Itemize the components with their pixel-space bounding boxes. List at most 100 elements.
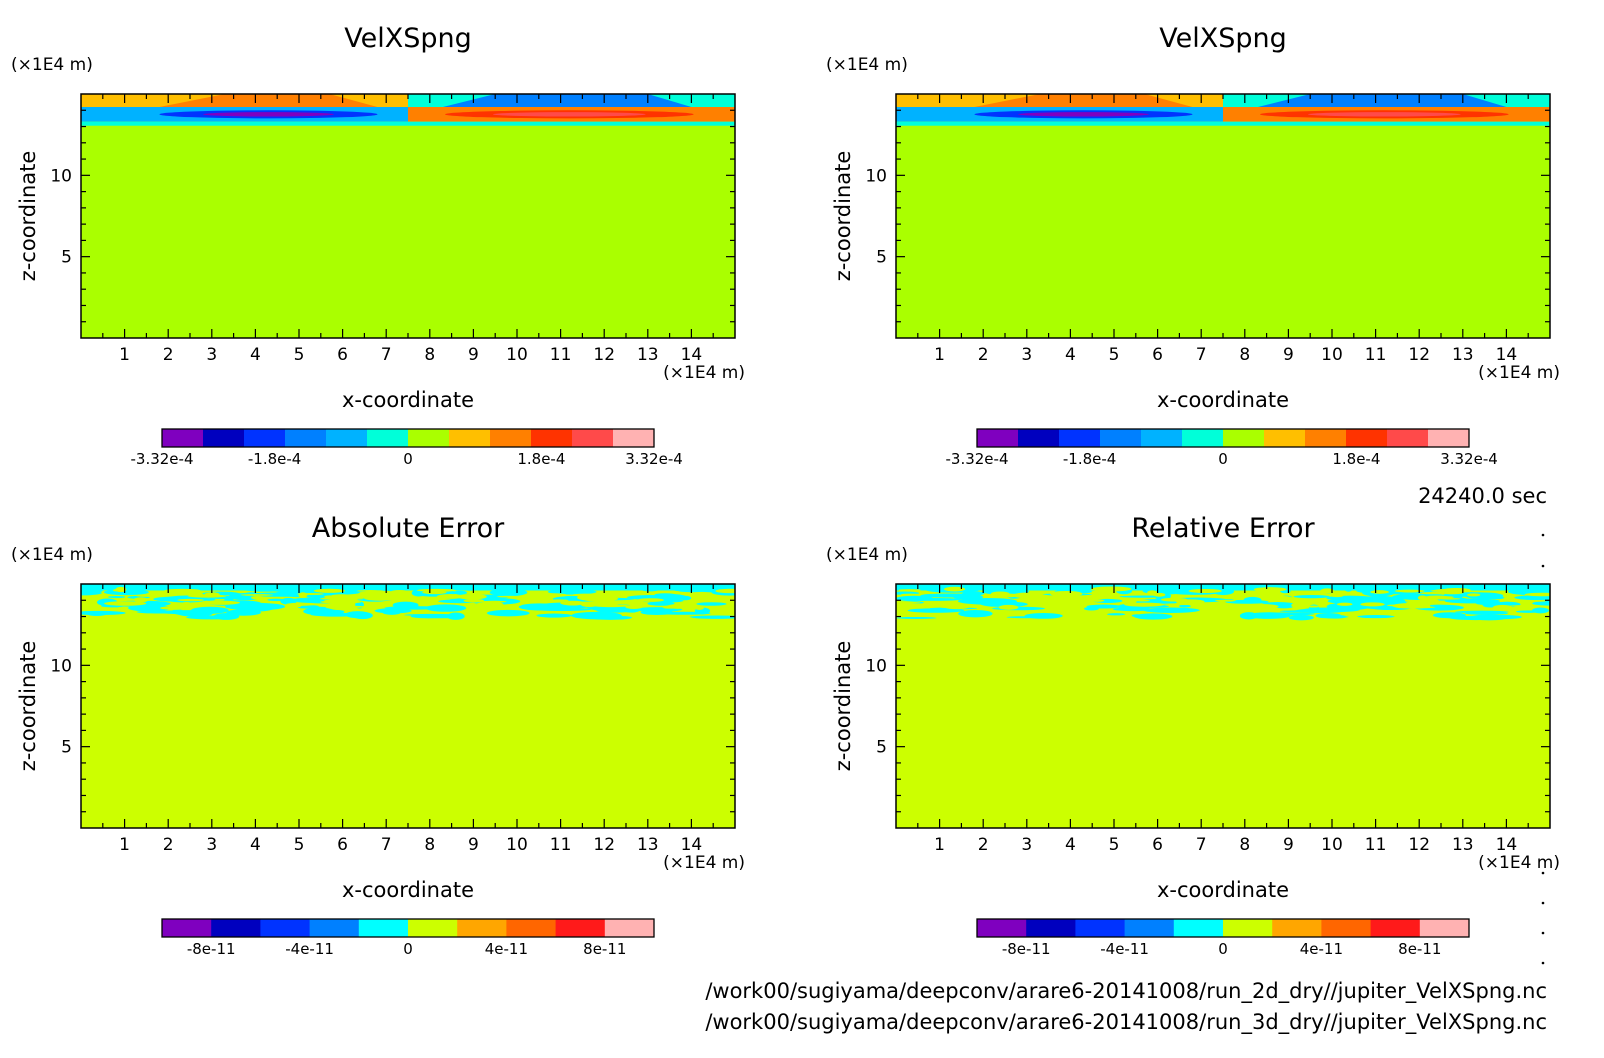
colorbar-tick-label: -1.8e-4 xyxy=(1063,450,1116,468)
x-tick-label: 11 xyxy=(550,835,572,855)
field-noise-gap xyxy=(1134,599,1150,602)
field-noise-blob xyxy=(1518,587,1550,592)
y-tick-label: 10 xyxy=(50,656,72,676)
colorbar-swatch xyxy=(604,919,655,937)
field-noise-blob xyxy=(654,593,677,597)
colorbar-swatch xyxy=(1100,429,1142,447)
colorbar-swatch xyxy=(260,919,310,937)
colorbar-tick-label: -3.32e-4 xyxy=(131,450,194,468)
field-noise-blob xyxy=(103,589,149,596)
field-noise-blob xyxy=(1106,613,1126,616)
field-noise-gap xyxy=(591,600,620,606)
colorbar-swatch xyxy=(367,429,409,447)
x-tick-label: 7 xyxy=(1196,835,1207,855)
field-noise-blob xyxy=(432,614,455,618)
x-tick-label: 11 xyxy=(1365,345,1387,365)
y-tick-label: 5 xyxy=(61,248,72,268)
field-noise-gap xyxy=(1336,602,1353,606)
field-noise-gap xyxy=(1307,605,1320,608)
field-noise-blob xyxy=(284,587,295,591)
field-left-orange-cap xyxy=(974,94,1193,108)
colorbar-swatch xyxy=(1223,919,1273,937)
field-noise-blob xyxy=(174,611,209,616)
field-noise-gap xyxy=(285,602,318,606)
field-noise-gap xyxy=(896,601,921,605)
field-noise-gap xyxy=(320,597,364,600)
field-noise-blob xyxy=(1178,604,1191,608)
field-background xyxy=(81,584,735,828)
y-tick-label: 10 xyxy=(865,166,887,186)
colorbar-tick-label: 8e-11 xyxy=(583,940,626,958)
y-tick-label: 10 xyxy=(50,166,72,186)
margin-dots xyxy=(1541,533,1545,965)
colorbar-swatch xyxy=(211,919,261,937)
field-noise-blob xyxy=(459,585,481,591)
x-tick-label: 14 xyxy=(681,835,703,855)
x-tick-label: 12 xyxy=(593,345,615,365)
x-tick-label: 5 xyxy=(294,345,305,365)
field-noise-blob xyxy=(1083,606,1099,611)
colorbar-tick-label: 1.8e-4 xyxy=(517,450,565,468)
field-noise-blob xyxy=(571,611,622,620)
colorbar-frame xyxy=(161,428,655,448)
field-noise-gap xyxy=(1215,599,1236,602)
field-noise-blob xyxy=(81,586,135,590)
field-noise-blob xyxy=(696,602,727,606)
panel-absolute-error: Absolute Error(×1E4 m)1 2 3 4 5 6 7 8 9 10 11 12 13 1… xyxy=(11,513,745,958)
field-noise-gap xyxy=(1068,601,1082,605)
x-tick-label: 1 xyxy=(934,835,945,855)
colorbar-tick-label: -1.8e-4 xyxy=(248,450,301,468)
colorbar-frame xyxy=(976,428,1470,448)
field-noise-gap xyxy=(1320,588,1335,594)
field-noise-gap xyxy=(602,592,615,596)
field-noise-gap xyxy=(1430,589,1471,593)
field-noise-blob xyxy=(692,616,735,619)
field-background xyxy=(896,584,1550,828)
x-tick-label: 11 xyxy=(1365,835,1387,855)
footer-path-2d: /work00/sugiyama/deepconv/arare6-2014100… xyxy=(705,979,1547,1004)
field-noise-blob xyxy=(1387,598,1406,604)
colorbar-swatch xyxy=(1346,429,1388,447)
y-axis-label: z-coordinate xyxy=(16,641,40,772)
field-noise-gap xyxy=(1207,605,1223,608)
field-noise-blob xyxy=(962,591,985,596)
x-tick-label: 4 xyxy=(250,835,261,855)
x-unit-label: (×1E4 m) xyxy=(1478,363,1560,383)
field-noise-gap xyxy=(160,606,191,610)
field-noise-blob xyxy=(1239,612,1258,620)
field-noise-gap xyxy=(422,590,447,595)
field-noise-gap xyxy=(1360,602,1385,607)
colorbar-tick-label: 3.32e-4 xyxy=(1440,450,1498,468)
field-right-core-inner xyxy=(493,112,646,117)
x-tick-label: 1 xyxy=(934,345,945,365)
colorbar-tick-label: 0 xyxy=(403,450,413,468)
x-tick-label: 10 xyxy=(506,835,528,855)
colorbar-swatch xyxy=(1305,429,1347,447)
field-noise-gap xyxy=(548,599,569,602)
x-tick-label: 10 xyxy=(1321,345,1343,365)
field-noise-gap xyxy=(1394,589,1425,593)
y-unit-label: (×1E4 m) xyxy=(11,545,93,565)
field-noise-blob xyxy=(1275,605,1293,609)
colorbar-swatch xyxy=(309,919,360,937)
panel-velxspng-2d: VelXSpng(×1E4 m)1 2 3 4 5 6 7 8 9 10 11 12 13 14510(×… xyxy=(11,23,745,468)
x-tick-label: 7 xyxy=(1196,345,1207,365)
field-plot xyxy=(896,94,1550,338)
field-noise-gap xyxy=(1188,588,1222,594)
field-noise-gap xyxy=(390,589,409,594)
x-tick-label: 10 xyxy=(506,345,528,365)
colorbar-swatch xyxy=(1182,429,1224,447)
field-noise-blob xyxy=(1325,615,1349,618)
field-noise-gap xyxy=(187,594,227,598)
field-lower-transition xyxy=(81,121,735,129)
colorbar-swatch xyxy=(1124,919,1175,937)
field-noise-gap xyxy=(1094,590,1107,593)
colorbar-swatch xyxy=(1419,919,1470,937)
field-noise-blob xyxy=(352,611,373,620)
x-tick-label: 6 xyxy=(1152,835,1163,855)
field-noise-gap xyxy=(250,595,266,600)
x-tick-label: 11 xyxy=(550,345,572,365)
field-noise-blob xyxy=(87,612,106,616)
colorbar-swatch xyxy=(1141,429,1183,447)
field-noise-blob xyxy=(909,598,962,601)
